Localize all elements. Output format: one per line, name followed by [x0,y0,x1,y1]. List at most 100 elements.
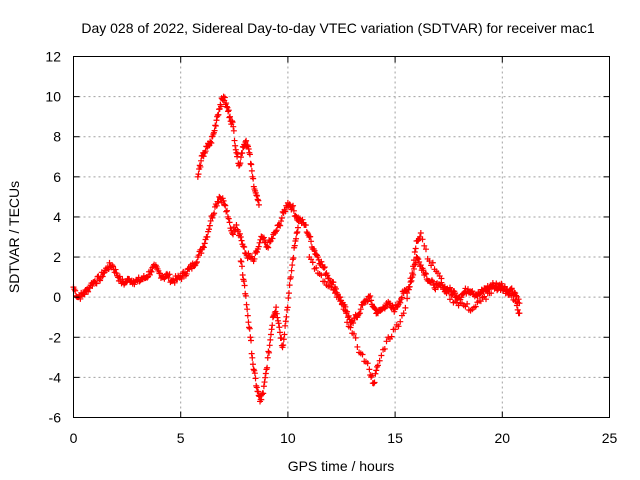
data-point [265,244,272,251]
data-point [281,331,288,338]
data-point [265,348,272,355]
data-point [357,306,364,313]
data-point [282,318,289,325]
data-point [199,243,206,250]
data-point [416,258,423,265]
y-tick-label: -2 [49,329,62,345]
data-point [318,258,325,265]
data-point [200,244,207,251]
data-point [255,201,262,208]
x-axis-label: GPS time / hours [288,458,395,474]
data-point [245,250,252,257]
data-point [178,275,185,282]
data-point [338,301,345,308]
data-point [238,237,245,244]
data-point [330,279,337,286]
data-point [488,290,495,297]
data-point [222,202,229,209]
data-point [320,264,327,271]
data-point [508,292,515,299]
data-point [254,249,261,256]
data-point [445,288,452,295]
data-point [223,103,230,110]
data-point [264,354,271,361]
data-point [213,117,220,124]
data-point [113,270,120,277]
y-tick-label: 2 [53,249,61,265]
data-point [244,312,251,319]
data-point [234,151,241,158]
data-point [291,242,298,249]
data-point [397,318,404,325]
data-point [464,286,471,293]
data-point [237,160,244,167]
data-point [272,228,279,235]
data-point [237,154,244,161]
data-point [233,149,240,156]
data-point [446,296,453,303]
data-point [299,216,306,223]
data-point [371,379,378,386]
data-point [374,362,381,369]
data-point [247,334,254,341]
data-point [269,322,276,329]
data-point [438,275,445,282]
x-tick-label: 5 [177,430,185,446]
data-point [246,325,253,332]
data-point [276,329,283,336]
x-tick-label: 15 [387,430,403,446]
data-point [511,289,518,296]
data-point [226,219,233,226]
data-point [209,214,216,221]
data-point [261,379,268,386]
data-point [225,108,232,115]
data-point [85,288,92,295]
x-tick-label: 0 [70,430,78,446]
data-point [508,285,515,292]
data-point [395,323,402,330]
data-point [422,246,429,253]
data-point [251,255,258,262]
data-point [242,138,249,145]
data-point [321,264,328,271]
data-point [364,298,371,305]
data-point [278,218,285,225]
data-point [275,320,282,327]
data-point [491,284,498,291]
data-point [294,229,301,236]
data-point [367,292,374,299]
x-tick-label: 20 [495,430,511,446]
data-point [417,229,424,236]
data-point [232,142,239,149]
data-point [273,310,280,317]
data-point [415,256,422,263]
data-point [295,217,302,224]
data-point [410,257,417,264]
data-point [254,196,261,203]
data-point [206,222,213,229]
data-point [285,290,292,297]
data-point [412,245,419,252]
data-point [503,286,510,293]
data-point [374,363,381,370]
data-point [260,235,267,242]
data-point [350,320,357,326]
data-point [464,300,471,307]
data-point [243,137,250,144]
data-point [324,272,331,279]
data-point [308,256,315,263]
data-point [233,221,240,228]
data-point [284,304,291,311]
data-point [321,278,328,285]
data-point [213,202,220,209]
data-point [381,345,388,352]
data-point [287,273,294,280]
data-point [253,384,260,391]
data-point [318,272,325,279]
data-point [262,374,269,381]
data-point [337,298,344,305]
data-point [248,167,255,174]
data-point [260,383,267,390]
data-point [411,248,418,255]
